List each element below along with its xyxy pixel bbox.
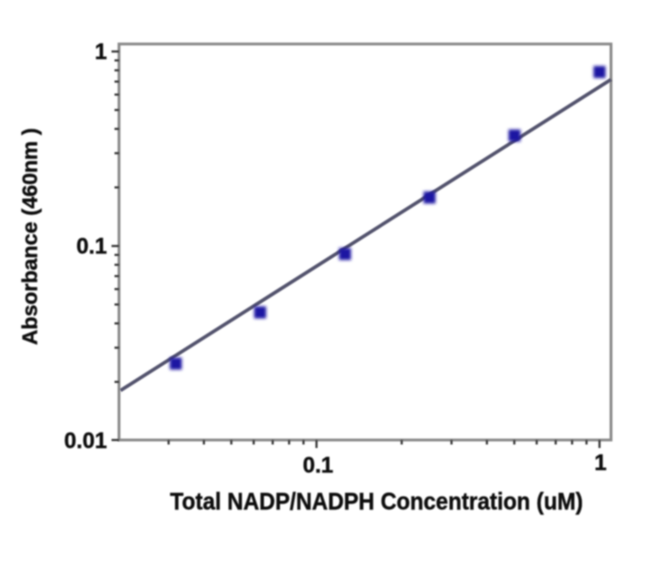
svg-text:0.1: 0.1 [303,453,334,478]
svg-text:Total NADP/NADPH Concentration: Total NADP/NADPH Concentration (uM) [170,489,583,516]
svg-text:0.01: 0.01 [64,428,107,453]
svg-text:0.1: 0.1 [76,234,107,259]
svg-text:1: 1 [95,39,107,64]
svg-text:1: 1 [594,450,606,475]
svg-text:Absorbance (460nm ): Absorbance (460nm ) [19,128,42,345]
